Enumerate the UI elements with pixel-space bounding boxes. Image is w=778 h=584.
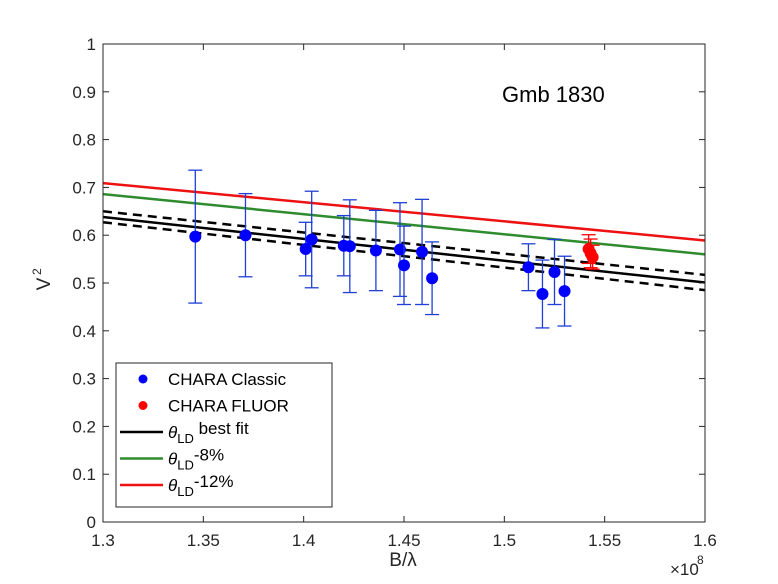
point-marker: [586, 251, 599, 264]
y-tick-label: 0.3: [72, 370, 96, 389]
y-tick-label: 0.7: [72, 178, 96, 197]
data-point: [238, 192, 253, 278]
point-marker: [189, 230, 202, 243]
y-tick-label: 0.2: [72, 417, 96, 436]
y-tick-label: 0.9: [72, 83, 96, 102]
legend-label: CHARA FLUOR: [168, 397, 289, 416]
point-marker: [393, 243, 406, 256]
annotation-label: Gmb 1830: [502, 82, 605, 107]
legend-entry: CHARA Classic: [138, 370, 287, 389]
legend-marker-dot: [138, 374, 148, 384]
point-marker: [398, 259, 410, 272]
series-line--12-: [102, 181, 706, 242]
point-marker: [299, 243, 312, 256]
point-marker: [343, 240, 356, 253]
y-axis-label: V 2: [30, 268, 55, 290]
y-tick-label: 0: [87, 513, 96, 532]
data-point: [415, 198, 430, 306]
data-point: [304, 190, 319, 289]
y-tick-label: 1: [87, 35, 96, 54]
x-tick-label: 1.3: [91, 531, 115, 550]
axis-ticks: 1.3 1.35 1.4 1.45 1.5 1.55 1.6 0 0.1 0.2 0.3 0.4 0.5…: [72, 35, 716, 550]
x-tick-label: 1.35: [187, 531, 220, 550]
legend-marker-dot: [138, 401, 148, 410]
data-point: [342, 199, 357, 294]
x-axis-exponent: ×10 8: [670, 553, 704, 579]
data-point: [392, 202, 407, 298]
data-point: [298, 221, 313, 277]
point-marker: [426, 272, 439, 285]
data-point: [585, 244, 600, 270]
x-axis-label: B/λ: [389, 550, 417, 571]
series-line--8-: [102, 192, 706, 256]
y-tick-label: 0.5: [72, 274, 96, 293]
x-tick-label: 1.5: [493, 531, 517, 550]
point-marker: [369, 244, 382, 257]
data-point: [535, 259, 550, 329]
data-point: [188, 169, 203, 304]
legend-entry: θLD-8%: [120, 446, 224, 473]
point-marker: [536, 287, 549, 300]
x-tick-label: 1.55: [588, 531, 621, 550]
legend-label: CHARA Classic: [168, 370, 287, 389]
y-tick-label: 0.6: [72, 226, 96, 245]
point-marker: [558, 285, 571, 298]
data-point: [521, 243, 536, 292]
legend-label: θLD-12%: [168, 472, 234, 499]
legend-entry: CHARA FLUOR: [138, 397, 289, 416]
legend-entry: θLD best fit: [120, 419, 249, 446]
data-point: [368, 209, 383, 292]
x-exponent-power: 8: [697, 553, 704, 567]
point-marker: [548, 266, 561, 279]
point-marker: [305, 233, 318, 246]
y-tick-label: 0.8: [72, 131, 96, 150]
y-tick-label: 0.1: [72, 465, 96, 484]
y-axis-label-main: V: [34, 277, 55, 290]
legend-label: θLD-8%: [168, 446, 224, 473]
x-tick-label: 1.4: [292, 531, 316, 550]
data-point: [557, 255, 572, 327]
point-marker: [239, 229, 252, 242]
data-points: [188, 169, 600, 329]
data-point: [547, 238, 562, 306]
legend-entry: θLD-12%: [120, 472, 234, 499]
x-tick-label: 1.45: [387, 531, 420, 550]
legend-label: θLD best fit: [168, 419, 249, 446]
data-point: [397, 225, 411, 306]
y-tick-label: 0.4: [72, 322, 96, 341]
x-exponent-base: ×10: [670, 560, 699, 579]
point-marker: [416, 245, 429, 258]
point-marker: [522, 261, 535, 274]
legend-box: [115, 362, 333, 508]
data-point: [425, 241, 440, 316]
x-tick-label: 1.6: [693, 531, 717, 550]
y-axis-label-sup: 2: [30, 268, 44, 275]
